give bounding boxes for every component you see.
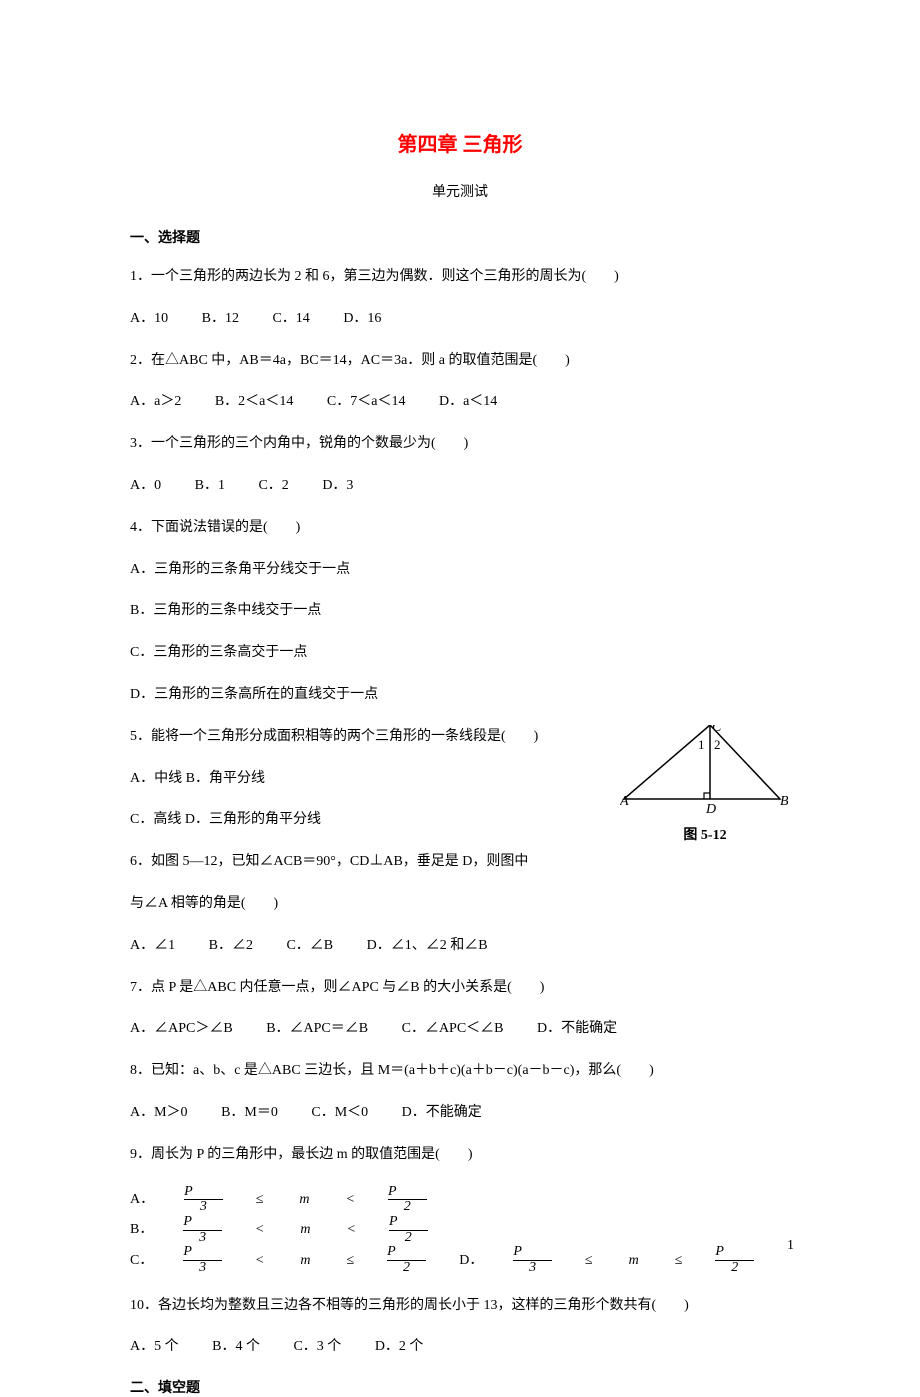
q1-options: A．10 B．12 C．14 D．16 (130, 307, 790, 331)
q10-opt-a: A．5 个 (130, 1339, 179, 1354)
q4-opt-d: D．三角形的三条高所在的直线交于一点 (130, 683, 790, 707)
q9-opt-d: D．P3≤m≤P2 (459, 1253, 754, 1268)
figure-5-12: A B C D 1 2 图 5-12 (620, 725, 790, 844)
q9-opt-a: A．P3≤m<P2 (130, 1192, 427, 1207)
q1-opt-c: C．14 (272, 311, 309, 326)
q10-opt-c: C．3 个 (293, 1339, 341, 1354)
q6-line1: 6．如图 5—12，已知∠ACB＝90°，CD⊥AB，垂足是 D，则图中 (130, 850, 790, 874)
q7-opt-b: B．∠APC＝∠B (266, 1021, 368, 1036)
section-2-heading: 二、填空题 (130, 1377, 790, 1397)
q3-opt-c: C．2 (258, 478, 288, 493)
q8-opt-c: C．M＜0 (311, 1105, 368, 1120)
q7-opt-c: C．∠APC＜∠B (402, 1021, 504, 1036)
q9-text: 9．周长为 P 的三角形中，最长边 m 的取值范围是( ) (130, 1143, 790, 1167)
q2-opt-b: B．2＜a＜14 (215, 394, 294, 409)
q9-a-prefix: A． (130, 1192, 154, 1207)
q1-opt-d: D．16 (343, 311, 381, 326)
q10-text: 10．各边长均为整数且三边各不相等的三角形的周长小于 13，这样的三角形个数共有… (130, 1294, 790, 1318)
label-A: A (620, 794, 629, 809)
q3-opt-d: D．3 (322, 478, 353, 493)
chapter-title: 第四章 三角形 (130, 128, 790, 157)
q9-opt-c: C．P3<m≤P2 (130, 1253, 429, 1268)
q9-opt-b: B．P3<m<P2 (130, 1222, 428, 1237)
q6-opt-b: B．∠2 (209, 938, 253, 953)
q9-c-prefix: C． (130, 1253, 153, 1268)
q8-options: A．M＞0 B．M＝0 C．M＜0 D．不能确定 (130, 1101, 790, 1125)
q6-line2: 与∠A 相等的角是( ) (130, 892, 790, 916)
q1-opt-b: B．12 (202, 311, 239, 326)
q3-opt-a: A．0 (130, 478, 161, 493)
section-1-heading: 一、选择题 (130, 227, 790, 247)
q7-options: A．∠APC＞∠B B．∠APC＝∠B C．∠APC＜∠B D．不能确定 (130, 1017, 790, 1041)
triangle-diagram: A B C D 1 2 (620, 725, 788, 813)
subtitle: 单元测试 (130, 181, 790, 201)
label-B: B (780, 794, 788, 809)
q4-opt-b: B．三角形的三条中线交于一点 (130, 599, 790, 623)
figure-caption: 图 5-12 (620, 824, 790, 844)
q3-text: 3．一个三角形的三个内角中，锐角的个数最少为( ) (130, 432, 790, 456)
q7-opt-a: A．∠APC＞∠B (130, 1021, 233, 1036)
label-C: C (712, 725, 722, 735)
q6-opt-d: D．∠1、∠2 和∠B (367, 938, 488, 953)
q6-opt-c: C．∠B (286, 938, 333, 953)
q1-text: 1．一个三角形的两边长为 2 和 6，第三边为偶数．则这个三角形的周长为( ) (130, 265, 790, 289)
q3-opt-b: B．1 (195, 478, 225, 493)
q2-options: A．a＞2 B．2＜a＜14 C．7＜a＜14 D．a＜14 (130, 390, 790, 414)
q10-opt-b: B．4 个 (212, 1339, 260, 1354)
q8-text: 8．已知：a、b、c 是△ABC 三边长，且 M＝(a＋b＋c)(a＋b－c)(… (130, 1059, 790, 1083)
q2-opt-d: D．a＜14 (439, 394, 497, 409)
q10-options: A．5 个 B．4 个 C．3 个 D．2 个 (130, 1335, 790, 1359)
q9-options: A．P3≤m<P2 B．P3<m<P2 C．P3<m≤P2 D．P3≤m≤P2 (130, 1185, 790, 1276)
label-angle-2: 2 (714, 737, 721, 752)
q9-d-prefix: D． (459, 1253, 483, 1268)
q2-opt-c: C．7＜a＜14 (327, 394, 406, 409)
q8-opt-b: B．M＝0 (221, 1105, 278, 1120)
label-D: D (705, 802, 716, 813)
q6-opt-a: A．∠1 (130, 938, 175, 953)
q6-options: A．∠1 B．∠2 C．∠B D．∠1、∠2 和∠B (130, 934, 790, 958)
label-angle-1: 1 (698, 737, 705, 752)
q4-opt-c: C．三角形的三条高交于一点 (130, 641, 790, 665)
q8-opt-d: D．不能确定 (402, 1105, 482, 1120)
q7-text: 7．点 P 是△ABC 内任意一点，则∠APC 与∠B 的大小关系是( ) (130, 976, 790, 1000)
q10-opt-d: D．2 个 (375, 1339, 424, 1354)
q9-b-prefix: B． (130, 1222, 153, 1237)
q4-text: 4．下面说法错误的是( ) (130, 516, 790, 540)
q1-opt-a: A．10 (130, 311, 168, 326)
q8-opt-a: A．M＞0 (130, 1105, 188, 1120)
page-number: 1 (787, 1238, 794, 1254)
q2-text: 2．在△ABC 中，AB＝4a，BC＝14，AC＝3a．则 a 的取值范围是( … (130, 349, 790, 373)
q3-options: A．0 B．1 C．2 D．3 (130, 474, 790, 498)
q4-opt-a: A．三角形的三条角平分线交于一点 (130, 558, 790, 582)
q2-opt-a: A．a＞2 (130, 394, 181, 409)
q7-opt-d: D．不能确定 (537, 1021, 617, 1036)
